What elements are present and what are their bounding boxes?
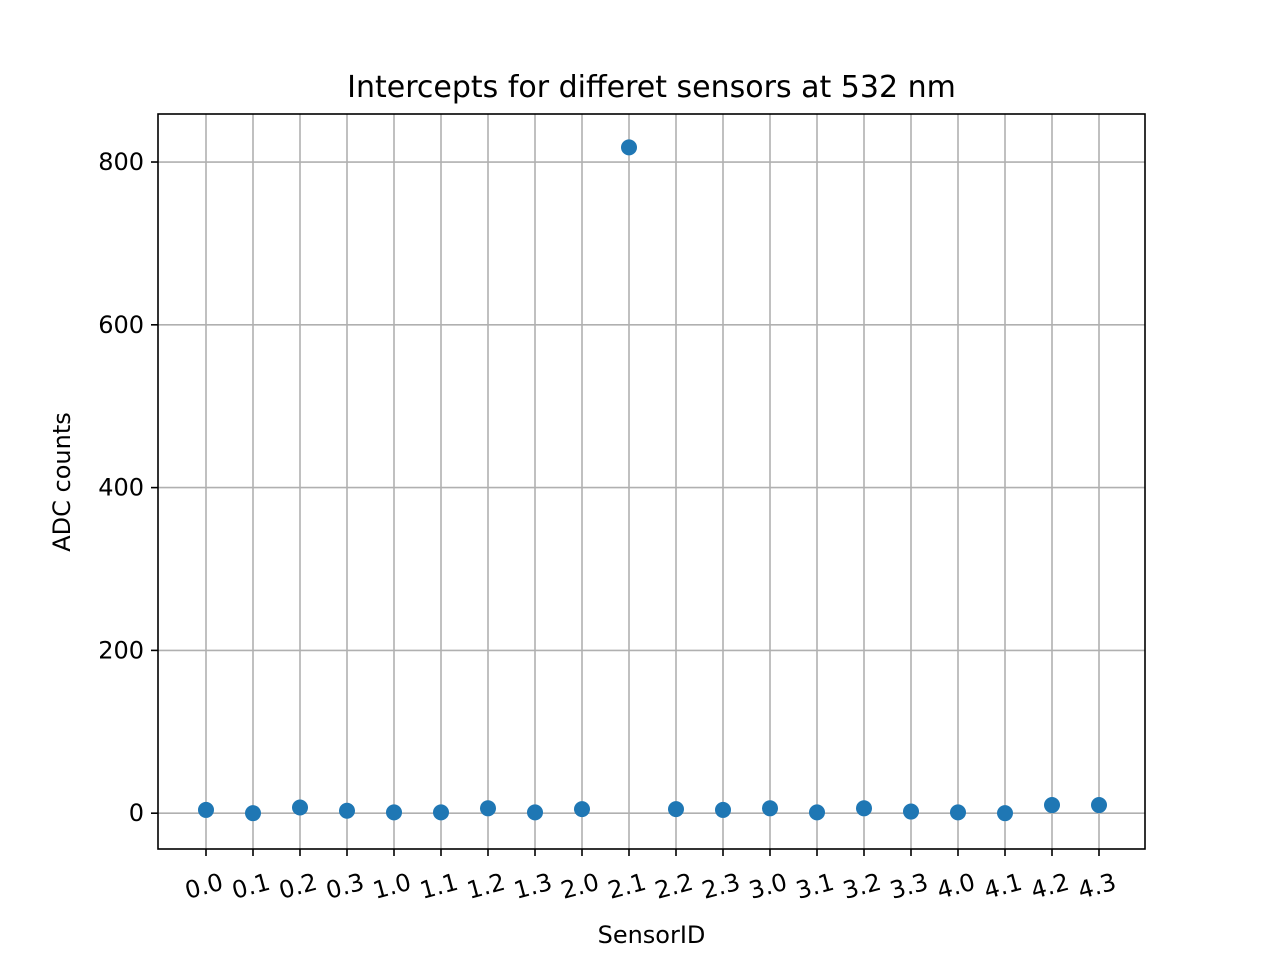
y-axis-label: ADC counts <box>48 412 76 552</box>
y-tick-label: 600 <box>98 311 144 339</box>
x-tick-label: 1.0 <box>370 868 414 905</box>
y-ticks: 0 200 400 600 800 <box>98 148 158 827</box>
data-point <box>997 805 1013 822</box>
data-point <box>621 139 637 156</box>
data-point <box>433 804 449 821</box>
y-tick-label: 400 <box>98 474 144 502</box>
grid-layer <box>158 114 1145 849</box>
data-point <box>1091 797 1107 814</box>
x-tick-label: 0.2 <box>276 868 320 905</box>
x-tick-label: 4.0 <box>934 868 978 905</box>
x-tick-label: 2.0 <box>558 868 602 905</box>
x-tick-label: 1.3 <box>511 868 555 905</box>
data-point <box>386 804 402 821</box>
x-tick-label: 2.2 <box>652 868 696 905</box>
data-point <box>1044 797 1060 814</box>
data-point <box>762 800 778 817</box>
x-tick-label: 1.2 <box>464 868 508 905</box>
chart-title: Intercepts for differet sensors at 532 n… <box>347 70 956 105</box>
x-tick-label: 1.1 <box>417 868 461 905</box>
data-point <box>715 801 731 818</box>
data-point <box>856 800 872 817</box>
data-point <box>480 800 496 817</box>
x-tick-label: 0.0 <box>182 868 226 905</box>
y-tick-label: 800 <box>98 148 144 176</box>
x-ticks: 0.0 0.1 0.2 0.3 1.0 1.1 1.2 1.3 2.0 2.1 2.2 2.3 3.0 3… <box>182 849 1119 905</box>
x-tick-label: 4.2 <box>1028 868 1072 905</box>
x-axis-label: SensorID <box>598 921 706 949</box>
x-tick-label: 0.1 <box>229 868 273 905</box>
x-tick-label: 3.0 <box>746 868 790 905</box>
y-tick-label: 200 <box>98 636 144 664</box>
data-point <box>574 801 590 818</box>
data-point <box>950 804 966 821</box>
x-tick-label: 4.3 <box>1075 868 1119 905</box>
x-tick-label: 2.1 <box>605 868 649 905</box>
x-tick-label: 4.1 <box>981 868 1025 905</box>
data-point <box>245 805 261 822</box>
data-point <box>292 799 308 816</box>
plot-frame <box>157 113 1146 850</box>
x-tick-label: 3.2 <box>840 868 884 905</box>
x-tick-label: 3.1 <box>793 868 837 905</box>
x-tick-label: 0.3 <box>323 868 367 905</box>
points-layer <box>198 139 1107 822</box>
data-point <box>668 801 684 818</box>
y-tick-label: 0 <box>129 799 144 827</box>
data-point <box>809 804 825 821</box>
data-point <box>339 802 355 819</box>
x-tick-label: 3.3 <box>887 868 931 905</box>
data-point <box>198 801 214 818</box>
data-point <box>903 803 919 820</box>
x-tick-label: 2.3 <box>699 868 743 905</box>
data-point <box>527 804 543 821</box>
